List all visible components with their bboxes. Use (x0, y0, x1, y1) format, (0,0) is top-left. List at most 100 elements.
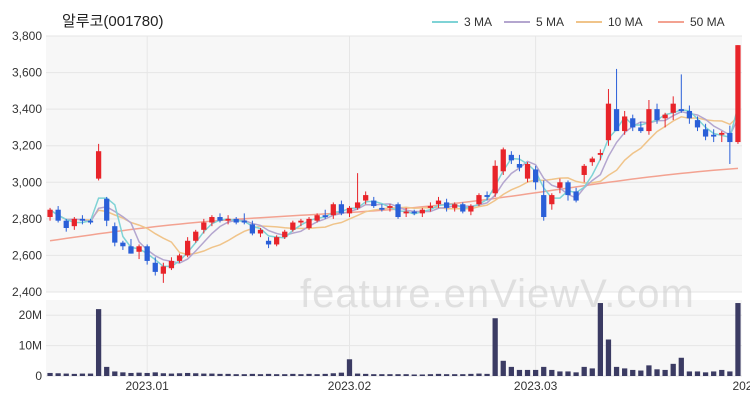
candle-body (330, 204, 336, 216)
volume-bar (209, 373, 215, 376)
volume-bar (233, 374, 239, 376)
volume-bar (613, 366, 620, 376)
volume-bar (144, 372, 150, 376)
candle-body (55, 209, 61, 221)
volume-bar (638, 370, 644, 376)
volume-bar (492, 318, 498, 376)
volume-bar (419, 374, 425, 376)
candle-body (298, 220, 304, 223)
volume-bar (711, 371, 717, 376)
candle-body (225, 218, 231, 221)
volume-bar (354, 373, 361, 376)
candle-body (241, 220, 247, 223)
candle-body (565, 182, 571, 196)
ma-line-5 (49, 110, 739, 264)
volume-bar (87, 373, 94, 376)
volume-bar (338, 372, 345, 376)
candle-body (419, 209, 425, 214)
ma-line-10 (49, 116, 739, 256)
candle-body (233, 218, 239, 223)
candle-body (79, 218, 86, 221)
volume-bar (719, 369, 725, 376)
candle-body (274, 237, 280, 245)
volume-bar (549, 369, 555, 376)
price-tick-label: 2,800 (12, 212, 42, 226)
volume-bar (184, 372, 191, 376)
candle-body (265, 240, 272, 245)
volume-bar (201, 373, 207, 376)
volume-bar (136, 372, 142, 376)
volume-bar (241, 374, 247, 376)
volume-bar (565, 371, 571, 376)
volume-bar (702, 372, 709, 376)
candle-body (694, 120, 701, 128)
volume-bar (160, 373, 166, 376)
legend-label: 10 MA (608, 15, 643, 29)
candle-body (128, 246, 134, 254)
candle-body (581, 165, 587, 175)
volume-bar (79, 373, 86, 376)
volume-bar (443, 374, 450, 376)
candle-body (549, 195, 555, 205)
volume-bar (654, 369, 660, 376)
legend-label: 3 MA (464, 15, 492, 29)
candle-body (184, 240, 191, 256)
candle-body (500, 149, 506, 172)
candle-body (516, 164, 523, 168)
volume-bar (47, 372, 53, 376)
volume-bar (128, 372, 134, 376)
volume-bar (95, 309, 102, 376)
volume-bar (508, 366, 514, 376)
candle-body (662, 114, 668, 119)
price-tick-label: 3,600 (12, 66, 42, 80)
volume-bar (298, 374, 304, 376)
candle-body (379, 207, 385, 210)
candle-body (727, 132, 733, 143)
candle-body (630, 118, 636, 128)
candle-body (63, 220, 69, 228)
candle-body (403, 211, 409, 214)
candle-body (443, 202, 450, 208)
candle-body (257, 229, 264, 234)
candle-body (104, 198, 110, 221)
volume-bar (532, 369, 539, 376)
volume-bar (371, 374, 377, 376)
candle-body (112, 226, 118, 243)
volume-bar (435, 373, 442, 376)
volume-bar (379, 374, 385, 376)
volume-bar (589, 368, 595, 376)
candle-body (363, 195, 369, 201)
volume-bar (249, 373, 256, 376)
volume-bar (516, 369, 523, 376)
candle-body (654, 109, 660, 121)
volume-bar (646, 365, 652, 376)
candle-body (168, 260, 175, 269)
volume-bar (265, 373, 272, 376)
volume-bar (573, 372, 579, 376)
candle-body (136, 246, 142, 252)
candle-body (120, 242, 126, 247)
volume-bar (104, 366, 110, 376)
candle-body (711, 134, 717, 137)
volume-bar (314, 374, 320, 376)
candle-body (613, 109, 620, 132)
volume-tick-label: 0 (35, 369, 42, 383)
volume-bar (55, 373, 61, 376)
candle-body (290, 222, 296, 230)
volume-bar (330, 373, 336, 376)
volume-bar (727, 371, 733, 376)
x-tick-label: 2023.03 (514, 379, 558, 393)
price-tick-label: 3,200 (12, 139, 42, 153)
candle-body (306, 218, 312, 228)
candle-body (524, 164, 531, 179)
volume-bar (306, 373, 312, 376)
volume-bar (363, 373, 369, 376)
candle-body (338, 204, 345, 214)
volume-bar (735, 303, 741, 376)
candle-body (427, 206, 434, 208)
candle-body (176, 255, 183, 261)
candle-body (573, 191, 579, 201)
volume-bar (168, 373, 175, 376)
volume-bar (686, 371, 693, 376)
